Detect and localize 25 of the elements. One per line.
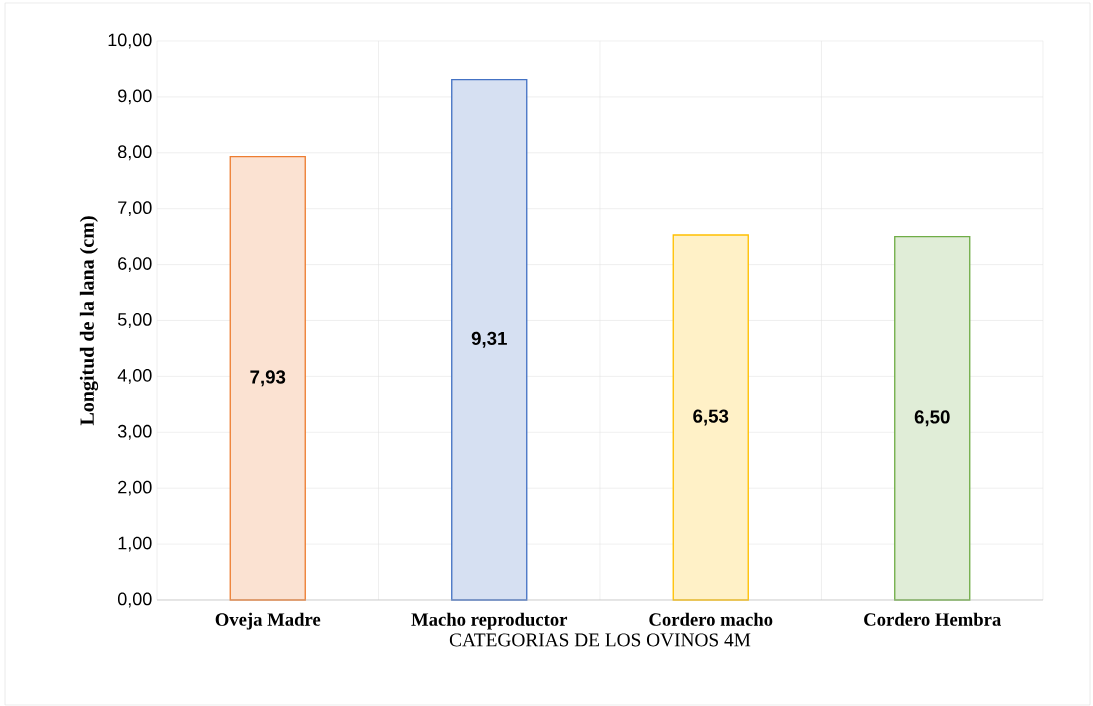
y-tick-label: 9,00 [118, 89, 152, 105]
y-tick-label: 7,00 [118, 201, 152, 217]
y-tick-label: 4,00 [117, 368, 152, 384]
y-tick-label: 2,00 [118, 480, 152, 496]
y-tick-label: 3,00 [117, 424, 152, 440]
x-axis-title: CATEGORIAS DE LOS OVINOS 4M [449, 633, 751, 647]
data-label: 7,93 [250, 370, 286, 387]
y-tick-label: 0,00 [117, 592, 152, 608]
bar [672, 234, 749, 601]
y-tick-label: 5,00 [117, 313, 152, 328]
bar [229, 156, 306, 601]
y-tick-label: 1,00 [118, 536, 152, 552]
x-tick-label: Cordero macho [649, 612, 773, 626]
bar [451, 78, 528, 601]
data-label: 9,31 [471, 331, 507, 348]
data-label: 6,50 [914, 410, 950, 427]
data-label: 6,53 [693, 409, 729, 426]
x-tick-label: Oveja Madre [215, 612, 321, 630]
y-axis-title: Longitud de la lana (cm) [79, 216, 99, 426]
y-tick-label: 8,00 [118, 145, 152, 161]
x-tick-label: Cordero Hembra [864, 612, 1001, 626]
y-tick-label: 10,00 [108, 33, 152, 49]
bar [894, 235, 971, 601]
x-tick-label: Macho reproductor [411, 612, 568, 630]
y-tick-label: 6,00 [118, 257, 152, 273]
